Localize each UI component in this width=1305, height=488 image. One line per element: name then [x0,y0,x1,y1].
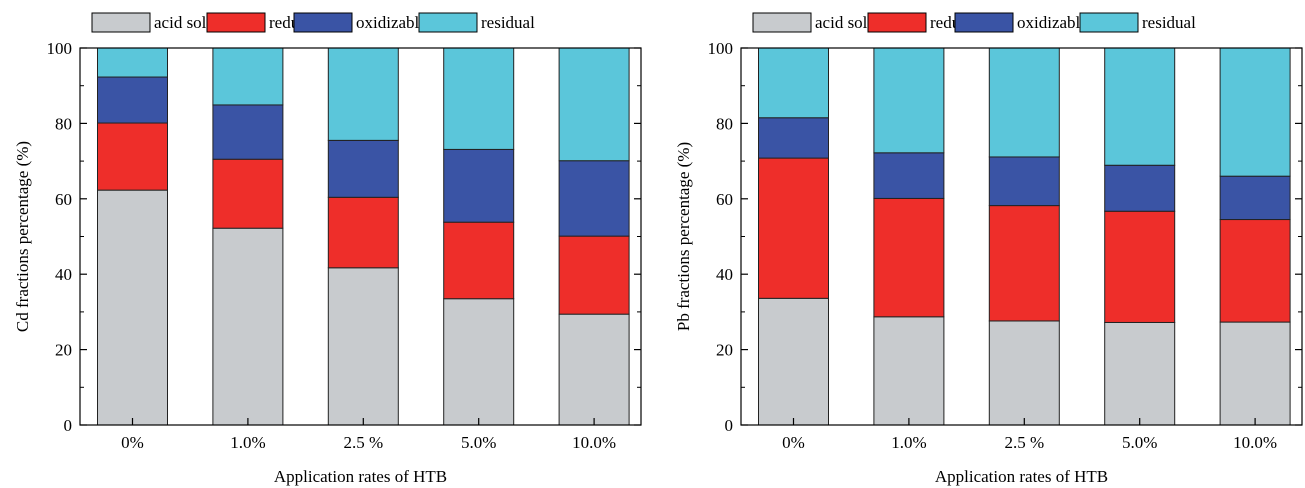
x-tick-label: 1.0% [230,433,265,452]
y-tick-label: 60 [716,190,733,209]
bar-segment [1219,47,1291,177]
bar-segment [558,235,630,315]
y-tick-label: 80 [716,114,733,133]
legend-label: residual [481,13,535,32]
bar-segment [1104,47,1176,166]
bar-segment [873,197,945,318]
bar-segment [97,122,168,191]
bar-segment [988,47,1060,158]
bar-segment [1219,219,1291,323]
bar-segment [558,313,630,426]
x-tick-label: 0% [121,433,144,452]
bar-segment [443,298,515,426]
bar-segment [873,316,945,426]
y-tick-label: 80 [55,114,72,133]
chart-panel-2: acid solublereducibleoxidizableresidual0… [674,12,1303,486]
x-axis-title: Application rates of HTB [935,467,1108,486]
bar-segment [988,320,1060,426]
bar-segment [1219,175,1291,221]
y-tick-label: 60 [55,190,72,209]
bar-segment [212,158,284,229]
x-tick-label: 5.0% [1122,433,1157,452]
bar-segment [873,47,945,154]
y-tick-label: 100 [708,39,734,58]
bar-segment [758,297,829,426]
legend-swatch [206,12,266,33]
legend: acid solublereducibleoxidizableresidual [91,12,535,33]
bar-segment [873,152,945,199]
x-axis: 0% 1.0% 2.5 % 5.0% 10.0% [121,418,616,452]
x-tick-label: 1.0% [891,433,926,452]
y-tick-label: 40 [55,265,72,284]
y-axis-title: Pb fractions percentage (%) [674,142,693,331]
bar-segment [1104,210,1176,323]
x-tick-label: 2.5 % [1004,433,1044,452]
x-axis: 0% 1.0% 2.5 % 5.0% 10.0% [782,418,1277,452]
bar-segment [988,205,1060,322]
bar-segment [758,47,829,119]
bar-segment [758,157,829,299]
legend-swatch [954,12,1014,33]
x-axis-title: Application rates of HTB [274,467,447,486]
legend-swatch [91,12,151,33]
x-tick-label: 10.0% [572,433,616,452]
y-axis: 0 20 40 60 80 100 [47,39,641,435]
y-tick-label: 0 [725,416,734,435]
bar-segment [443,221,515,300]
bar-segment [1104,164,1176,212]
bar-segment [558,47,630,162]
bar-segment [988,156,1060,207]
legend-swatch [1079,12,1139,33]
y-tick-label: 100 [47,39,73,58]
bar-segment [97,47,168,78]
x-tick-label: 2.5 % [343,433,383,452]
bar-segment [212,104,284,160]
legend-swatch [418,12,478,33]
y-tick-label: 0 [64,416,73,435]
y-axis: 0 20 40 60 80 100 [708,39,1302,435]
y-axis-title: Cd fractions percentage (%) [13,141,32,332]
bars [758,47,1291,426]
bar-segment [212,227,284,426]
bar-segment [758,117,829,159]
bar-segment [558,160,630,237]
bar-segment [443,47,515,150]
bar-segment [327,47,399,141]
bars [97,47,630,426]
bar-segment [327,196,399,269]
x-tick-label: 5.0% [461,433,496,452]
bar-segment [97,76,168,124]
bar-segment [1104,321,1176,426]
legend-label: oxidizable [1017,13,1088,32]
legend-swatch [293,12,353,33]
legend-label: oxidizable [356,13,427,32]
bar-segment [443,148,515,223]
legend-swatch [752,12,812,33]
bar-segment [1219,321,1291,426]
bar-segment [212,47,284,106]
legend-label: residual [1142,13,1196,32]
legend: acid solublereducibleoxidizableresidual [752,12,1196,33]
x-tick-label: 10.0% [1233,433,1277,452]
bar-segment [327,267,399,426]
x-tick-label: 0% [782,433,805,452]
y-tick-label: 20 [716,341,733,360]
bar-segment [327,139,399,198]
chart-panel-1: acid solublereducibleoxidizableresidual0… [13,12,642,486]
y-tick-label: 20 [55,341,72,360]
legend-swatch [867,12,927,33]
bar-segment [97,189,168,426]
y-tick-label: 40 [716,265,733,284]
